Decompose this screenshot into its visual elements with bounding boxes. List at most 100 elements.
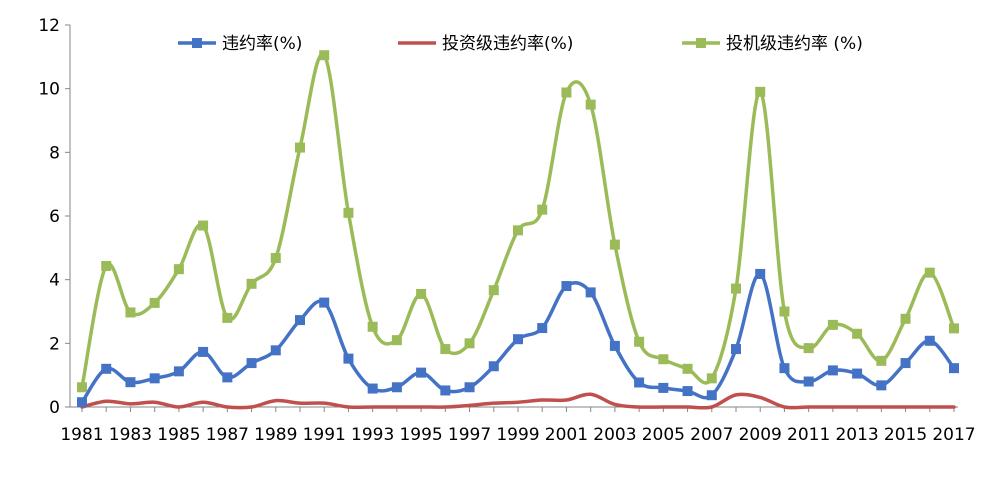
data-point-speculative-grade-default-rate bbox=[755, 86, 766, 97]
data-point-speculative-grade-default-rate bbox=[222, 312, 233, 323]
data-point-default-rate bbox=[367, 383, 378, 394]
x-tick-label: 2001 bbox=[545, 425, 588, 445]
data-point-speculative-grade-default-rate bbox=[125, 307, 136, 318]
data-point-default-rate bbox=[440, 385, 451, 396]
data-point-default-rate bbox=[561, 281, 572, 292]
y-tick-label: 12 bbox=[38, 16, 60, 36]
data-point-default-rate bbox=[416, 367, 427, 378]
data-point-default-rate bbox=[924, 335, 935, 346]
data-point-default-rate bbox=[634, 377, 645, 388]
data-point-default-rate bbox=[464, 382, 475, 393]
data-point-default-rate bbox=[900, 358, 911, 369]
data-point-default-rate bbox=[682, 386, 693, 397]
y-tick-label: 6 bbox=[49, 207, 60, 227]
data-point-speculative-grade-default-rate bbox=[464, 338, 475, 349]
data-point-speculative-grade-default-rate bbox=[173, 264, 184, 275]
data-point-default-rate bbox=[343, 353, 354, 364]
x-tick-label: 2013 bbox=[835, 425, 878, 445]
data-point-speculative-grade-default-rate bbox=[731, 283, 741, 294]
data-point-speculative-grade-default-rate bbox=[924, 267, 935, 278]
data-point-default-rate bbox=[246, 358, 257, 369]
data-point-speculative-grade-default-rate bbox=[513, 225, 523, 236]
data-point-speculative-grade-default-rate bbox=[416, 288, 427, 299]
data-point-speculative-grade-default-rate bbox=[949, 323, 959, 334]
x-tick-label: 2005 bbox=[642, 425, 685, 445]
x-tick-label: 2017 bbox=[932, 425, 975, 445]
data-point-speculative-grade-default-rate bbox=[682, 363, 693, 374]
data-point-default-rate bbox=[149, 373, 160, 384]
x-tick-label: 2011 bbox=[787, 425, 830, 445]
legend-swatch-marker-default-rate bbox=[192, 38, 202, 48]
x-tick-label: 1981 bbox=[60, 425, 103, 445]
y-tick-label: 10 bbox=[38, 80, 60, 100]
y-tick-label: 4 bbox=[49, 271, 60, 291]
data-point-speculative-grade-default-rate bbox=[149, 297, 160, 308]
data-point-default-rate bbox=[295, 315, 305, 326]
x-tick-label: 1983 bbox=[109, 425, 152, 445]
data-point-speculative-grade-default-rate bbox=[198, 220, 209, 231]
data-point-speculative-grade-default-rate bbox=[343, 207, 354, 218]
x-tick-label: 1991 bbox=[303, 425, 346, 445]
data-point-default-rate bbox=[803, 376, 814, 387]
data-point-default-rate bbox=[585, 287, 596, 298]
data-point-default-rate bbox=[319, 297, 330, 308]
x-tick-label: 2003 bbox=[593, 425, 636, 445]
legend: 违约率(%) 投资级违约率(%) 投机级违约率 (%) bbox=[178, 34, 863, 54]
data-point-speculative-grade-default-rate bbox=[295, 142, 305, 153]
x-tick-label: 1985 bbox=[157, 425, 200, 445]
x-tick-label: 2015 bbox=[884, 425, 927, 445]
data-point-default-rate bbox=[101, 363, 112, 374]
data-point-speculative-grade-default-rate bbox=[900, 313, 911, 324]
data-point-default-rate bbox=[125, 377, 136, 388]
data-point-default-rate bbox=[706, 390, 717, 401]
data-point-speculative-grade-default-rate bbox=[77, 382, 87, 393]
x-tick-label: 2007 bbox=[690, 425, 733, 445]
x-tick-label: 1993 bbox=[351, 425, 394, 445]
x-tick-label: 1989 bbox=[254, 425, 297, 445]
data-point-default-rate bbox=[779, 363, 790, 374]
data-point-speculative-grade-default-rate bbox=[609, 239, 620, 250]
data-point-speculative-grade-default-rate bbox=[827, 319, 838, 330]
data-point-speculative-grade-default-rate bbox=[246, 278, 257, 289]
data-point-default-rate bbox=[270, 345, 281, 356]
data-point-default-rate bbox=[852, 368, 863, 379]
data-point-speculative-grade-default-rate bbox=[876, 355, 887, 366]
data-point-default-rate bbox=[949, 363, 959, 374]
data-point-speculative-grade-default-rate bbox=[561, 87, 572, 98]
x-tick-label: 1987 bbox=[206, 425, 249, 445]
y-tick-label: 2 bbox=[49, 334, 60, 354]
data-point-speculative-grade-default-rate bbox=[537, 204, 548, 215]
legend-label-speculative-grade-default-rate: 投机级违约率 (%) bbox=[726, 34, 863, 54]
series-line-investment-grade-default-rate bbox=[80, 392, 956, 410]
data-point-speculative-grade-default-rate bbox=[852, 328, 863, 339]
data-point-default-rate bbox=[77, 397, 87, 408]
x-tick-label: 2009 bbox=[739, 425, 782, 445]
x-tick-label: 1995 bbox=[399, 425, 442, 445]
data-point-default-rate bbox=[755, 268, 766, 279]
data-point-default-rate bbox=[488, 361, 499, 372]
data-point-speculative-grade-default-rate bbox=[319, 50, 330, 61]
data-point-default-rate bbox=[658, 382, 669, 393]
data-point-default-rate bbox=[391, 382, 402, 393]
data-point-default-rate bbox=[876, 380, 887, 391]
data-point-speculative-grade-default-rate bbox=[488, 285, 499, 296]
data-point-speculative-grade-default-rate bbox=[391, 335, 402, 346]
y-tick-label: 0 bbox=[49, 398, 60, 418]
x-tick-label: 1999 bbox=[496, 425, 539, 445]
data-point-default-rate bbox=[537, 323, 548, 334]
y-tick-label: 8 bbox=[49, 143, 60, 163]
data-point-speculative-grade-default-rate bbox=[101, 260, 112, 271]
legend-label-investment-grade-default-rate: 投资级违约率(%) bbox=[442, 34, 573, 54]
data-point-default-rate bbox=[827, 365, 838, 376]
data-point-speculative-grade-default-rate bbox=[803, 343, 814, 354]
data-point-speculative-grade-default-rate bbox=[270, 253, 281, 264]
data-point-default-rate bbox=[609, 340, 620, 351]
data-point-default-rate bbox=[513, 334, 523, 345]
data-point-speculative-grade-default-rate bbox=[634, 336, 645, 347]
series-markers bbox=[77, 50, 959, 408]
data-point-speculative-grade-default-rate bbox=[367, 321, 378, 332]
legend-swatch-marker-speculative-grade-default-rate bbox=[696, 38, 706, 48]
data-point-default-rate bbox=[173, 366, 184, 377]
